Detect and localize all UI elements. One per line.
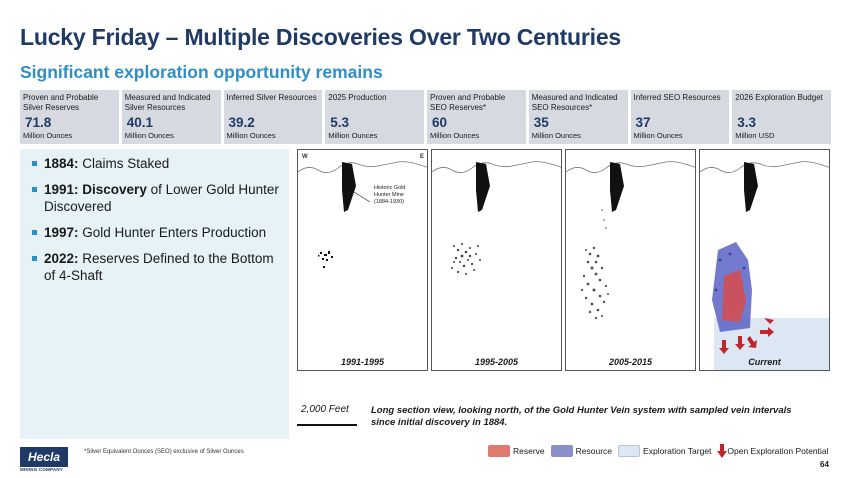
bullet-text: Claims Staked	[78, 156, 170, 171]
resource-swatch	[550, 445, 573, 457]
stat-seo-reserves: Proven and Probable SEO Reserves* 60 Mil…	[427, 90, 526, 144]
stat-inferred-seo: Inferred SEO Resources 37 Million Ounces	[630, 90, 730, 144]
stat-unit: Million Ounces	[23, 131, 73, 140]
legend-item-resource: Resource	[550, 445, 613, 457]
stat-value: 37	[635, 115, 651, 130]
stat-label: Inferred SEO Resources	[633, 93, 721, 102]
list-item: 1991: Discovery of Lower Gold Hunter Dis…	[32, 181, 279, 215]
bullet-text: Reserves Defined to the Bottom of 4-Shaf…	[44, 251, 274, 283]
stat-value: 3.3	[737, 115, 757, 130]
stat-exploration-budget: 2026 Exploration Budget 3.3 Million USD	[732, 90, 831, 144]
page-number: 64	[820, 460, 829, 469]
stat-silver-reserves: Proven and Probable Silver Reserves 71.8…	[20, 90, 119, 144]
figure-caption: Long section view, looking north, of the…	[371, 405, 792, 428]
timeline-panel: 1884: Claims Staked 1991: Discovery of L…	[20, 149, 289, 439]
stat-unit: Million Ounces	[531, 131, 581, 140]
bullet-text: Gold Hunter Enters Production	[78, 225, 267, 240]
stat-value: 39.2	[228, 115, 255, 130]
list-item: 2022: Reserves Defined to the Bottom of …	[32, 250, 279, 284]
legend-label: Exploration Target	[643, 446, 712, 456]
timeline-list: 1884: Claims Staked 1991: Discovery of L…	[20, 149, 289, 284]
logo-mark: Hecla	[20, 447, 68, 467]
panel-caption: 1995-2005	[474, 357, 519, 367]
legend-item-exploration-target: Exploration Target	[618, 445, 711, 457]
bullet-text: of Lower Gold Hunter Discovered	[44, 182, 279, 214]
legend-label: Open Exploration Potential	[727, 446, 829, 456]
legend-label: Reserve	[513, 446, 545, 456]
stat-label: Inferred Silver Resources	[226, 93, 317, 102]
stat-unit: Million Ounces	[430, 131, 480, 140]
panel-2005-2015: 2005-2015	[565, 149, 696, 371]
stat-label: Measured and Indicated SEO Resources*	[531, 93, 618, 112]
stat-unit: Million USD	[735, 131, 775, 140]
down-arrow-icon	[717, 444, 728, 458]
panel-1991-1995: W E Historic Gold Hunter Mine (1884-1930…	[297, 149, 428, 371]
long-section-figure: W E Historic Gold Hunter Mine (1884-1930…	[297, 149, 831, 371]
stat-value: 71.8	[25, 115, 52, 130]
stat-seo-resources: Measured and Indicated SEO Resources* 35…	[528, 90, 628, 144]
historic-mine-label: Historic Gold Hunter Mine (1884-1930)	[374, 185, 405, 206]
west-label: W	[302, 154, 308, 160]
exploration-target-swatch	[618, 445, 641, 457]
bullet-bold-text: Discovery	[78, 182, 147, 197]
bullet-year: 2022:	[44, 251, 79, 266]
east-label: E	[420, 154, 425, 160]
logo-subtext: MINING COMPANY	[20, 467, 63, 472]
bullet-year: 1991:	[44, 182, 79, 197]
page-subtitle: Significant exploration opportunity rema…	[20, 62, 383, 82]
bullet-year: 1997:	[44, 225, 79, 240]
stat-unit: Million Ounces	[328, 131, 378, 140]
stat-unit: Million Ounces	[124, 131, 174, 140]
stat-silver-resources: Measured and Indicated Silver Resources …	[121, 90, 221, 144]
panel-caption: 1991-1995	[340, 357, 385, 367]
mine-label-line: Historic Gold	[374, 185, 406, 191]
scale-label: 2,000 Feet	[301, 404, 349, 415]
long-section-drawing	[432, 161, 561, 275]
mine-label-line: Hunter Mine	[374, 192, 404, 198]
stat-label: Proven and Probable SEO Reserves*	[430, 93, 506, 112]
stat-value: 35	[533, 115, 549, 130]
legend: Reserve Resource Exploration Target Open…	[488, 444, 835, 458]
panel-caption: Current	[748, 357, 781, 367]
panel-current: Current	[699, 149, 830, 371]
stat-label: 2026 Exploration Budget	[735, 93, 823, 102]
stat-inferred-silver: Inferred Silver Resources 39.2 Million O…	[223, 90, 323, 144]
stat-label: Measured and Indicated Silver Resources	[124, 93, 211, 112]
scale-bar	[297, 424, 357, 426]
list-item: 1997: Gold Hunter Enters Production	[32, 224, 279, 241]
stat-value: 60	[432, 115, 448, 130]
stats-bar: Proven and Probable Silver Reserves 71.8…	[20, 90, 831, 144]
legend-item-reserve: Reserve	[488, 445, 545, 457]
long-section-drawing	[566, 161, 695, 320]
stat-label: Proven and Probable Silver Reserves	[23, 93, 99, 112]
legend-item-open-potential: Open Exploration Potential	[717, 444, 829, 458]
panel-1995-2005: 1995-2005	[431, 149, 562, 371]
stat-unit: Million Ounces	[226, 131, 276, 140]
hecla-logo: Hecla MINING COMPANY	[20, 447, 68, 473]
long-section-drawing	[298, 161, 427, 268]
page-title: Lucky Friday – Multiple Discoveries Over…	[20, 24, 622, 50]
footnote: *Silver Equivalent Ounces (SEO) exclusiv…	[84, 449, 244, 455]
long-section-drawing	[700, 161, 829, 370]
reserve-swatch	[488, 445, 510, 457]
legend-label: Resource	[575, 446, 613, 456]
bullet-year: 1884:	[44, 156, 79, 171]
stat-label: 2025 Production	[328, 93, 387, 102]
list-item: 1884: Claims Staked	[32, 155, 279, 172]
panel-caption: 2005-2015	[608, 357, 653, 367]
stat-production: 2025 Production 5.3 Million Ounces	[325, 90, 424, 144]
stat-unit: Million Ounces	[633, 131, 683, 140]
stat-value: 40.1	[126, 115, 154, 130]
mine-label-line: (1884-1930)	[374, 199, 404, 205]
stat-value: 5.3	[330, 115, 350, 130]
